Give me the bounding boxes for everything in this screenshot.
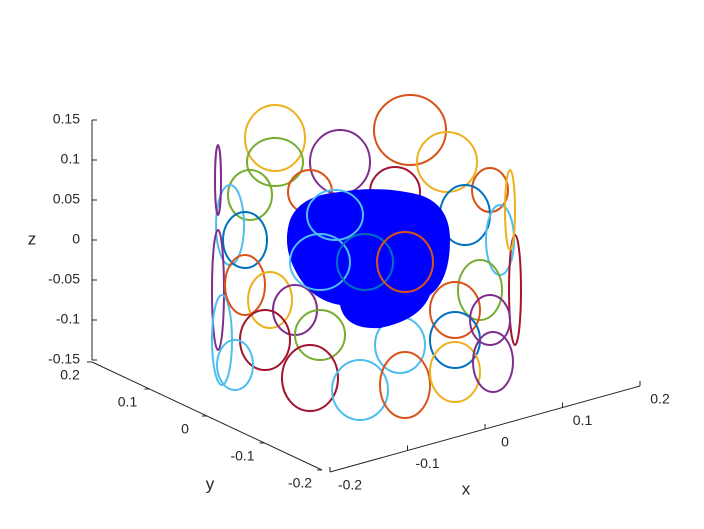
z-tick-label: -0.05 <box>48 271 80 287</box>
z-tick-label: -0.1 <box>56 311 80 327</box>
ring <box>508 234 522 346</box>
ring <box>504 169 516 251</box>
ring <box>457 259 503 321</box>
ring <box>379 351 431 419</box>
x-tick-label: 0 <box>501 434 509 450</box>
ring <box>211 229 225 351</box>
y-tick-label: 0.1 <box>118 394 138 410</box>
ring <box>222 211 268 269</box>
y-tick-label: 0.2 <box>60 367 80 383</box>
ring <box>244 104 306 172</box>
ring <box>289 233 351 291</box>
rings <box>211 94 522 421</box>
z-tick-label: 0.15 <box>53 111 80 127</box>
z-tick-label: 0.05 <box>53 191 80 207</box>
ring <box>227 169 273 221</box>
y-tick-label: -0.1 <box>230 448 254 464</box>
ring <box>429 281 481 339</box>
z-axis-label: z <box>28 229 37 248</box>
ring <box>376 231 434 293</box>
ring <box>469 294 511 346</box>
ring <box>239 309 291 371</box>
x-tick-label: -0.2 <box>338 477 362 493</box>
ring <box>416 131 478 193</box>
ring <box>224 254 266 316</box>
ring <box>331 359 389 421</box>
rings-front <box>289 189 434 293</box>
ring <box>306 189 364 241</box>
ring <box>294 309 346 361</box>
y-axis-label: y <box>206 474 215 493</box>
z-tick-label: 0.1 <box>61 151 81 167</box>
x-tick-label: 0.1 <box>573 412 593 428</box>
ring <box>214 144 222 216</box>
ring <box>472 331 514 393</box>
ring <box>281 344 339 412</box>
ring <box>246 137 304 187</box>
ring <box>247 271 293 329</box>
x-axis-label: x <box>462 479 471 498</box>
ring <box>429 341 481 403</box>
z-tick-label: -0.15 <box>48 351 80 367</box>
x-tick-label: 0.2 <box>650 391 670 407</box>
z-tick-label: 0 <box>72 231 80 247</box>
y-tick-label: -0.2 <box>288 475 312 491</box>
ring <box>216 339 254 391</box>
ring <box>373 94 447 166</box>
blob <box>286 189 450 329</box>
ring <box>336 233 394 291</box>
ring <box>272 284 318 336</box>
ring <box>309 129 371 195</box>
x-tick-label: -0.1 <box>415 455 439 471</box>
y-tick-label: 0 <box>181 421 189 437</box>
